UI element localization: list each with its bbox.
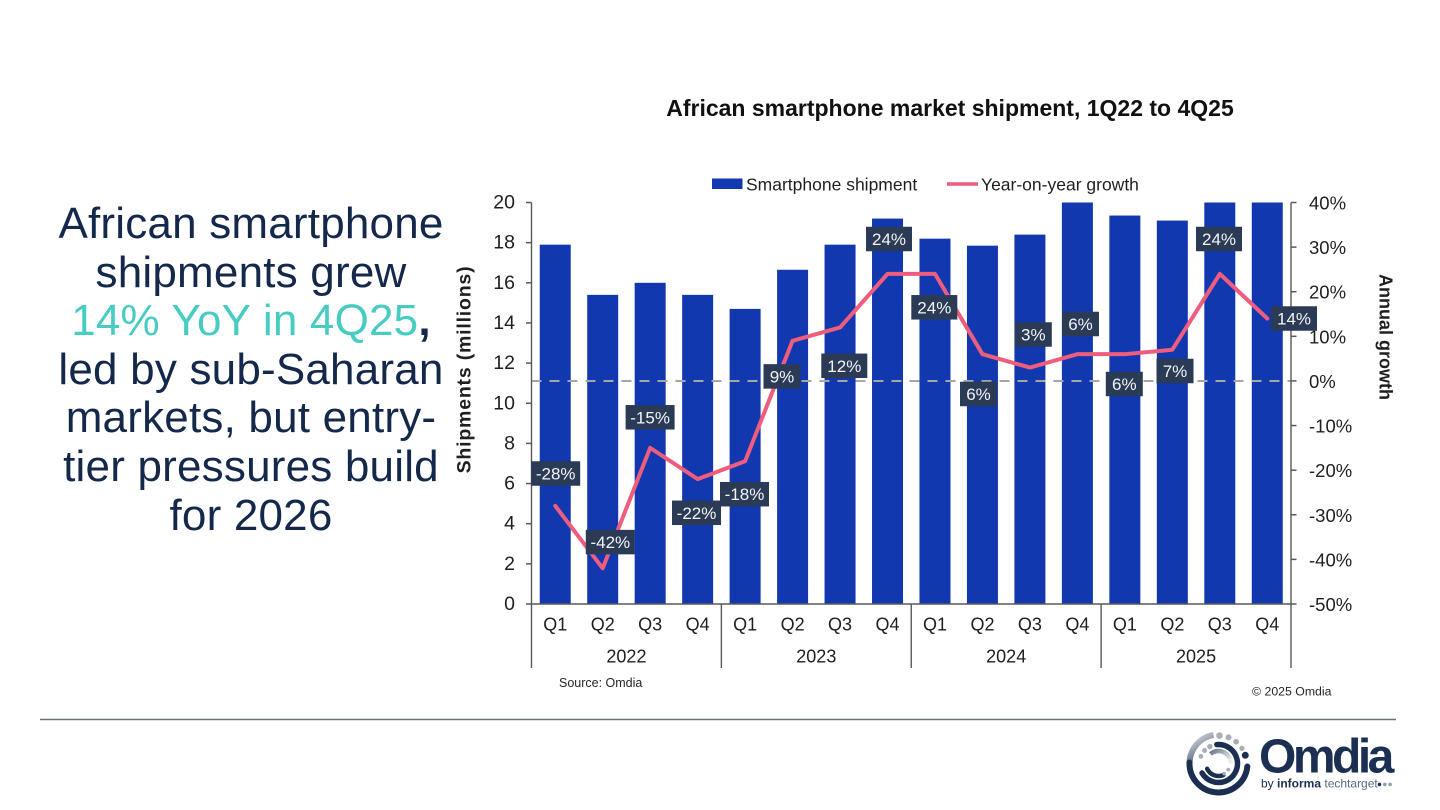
svg-text:30%: 30% xyxy=(1309,237,1346,258)
svg-text:Q2: Q2 xyxy=(591,615,615,635)
svg-text:Annual growth: Annual growth xyxy=(1376,274,1396,400)
svg-text:9%: 9% xyxy=(770,367,795,386)
svg-text:Q3: Q3 xyxy=(828,615,852,635)
svg-text:Q1: Q1 xyxy=(923,615,947,635)
svg-text:24%: 24% xyxy=(917,298,951,317)
svg-text:2024: 2024 xyxy=(986,647,1026,667)
svg-text:© 2025 Omdia: © 2025 Omdia xyxy=(1252,685,1332,699)
svg-text:20%: 20% xyxy=(1309,282,1346,303)
svg-text:12%: 12% xyxy=(827,357,861,376)
svg-text:Q4: Q4 xyxy=(1255,615,1279,635)
svg-text:Q3: Q3 xyxy=(1018,615,1042,635)
svg-text:2023: 2023 xyxy=(796,647,836,667)
svg-text:12: 12 xyxy=(493,352,515,374)
svg-text:-40%: -40% xyxy=(1309,549,1352,570)
svg-text:-10%: -10% xyxy=(1309,416,1352,437)
svg-text:Omdia: Omdia xyxy=(1259,731,1395,784)
svg-text:Q1: Q1 xyxy=(543,615,567,635)
svg-text:6%: 6% xyxy=(966,385,991,404)
svg-text:8: 8 xyxy=(504,432,515,454)
svg-text:24%: 24% xyxy=(1202,230,1236,249)
svg-text:Q2: Q2 xyxy=(970,615,994,635)
svg-text:3%: 3% xyxy=(1021,326,1046,345)
svg-text:-50%: -50% xyxy=(1309,594,1352,615)
svg-text:24%: 24% xyxy=(872,230,906,249)
svg-text:Q4: Q4 xyxy=(1065,615,1089,635)
svg-text:6%: 6% xyxy=(1112,375,1137,394)
svg-text:Q1: Q1 xyxy=(1113,615,1137,635)
svg-text:40%: 40% xyxy=(1309,193,1346,214)
svg-text:Q2: Q2 xyxy=(1160,615,1184,635)
svg-text:Source: Omdia: Source: Omdia xyxy=(559,676,642,690)
svg-text:-18%: -18% xyxy=(725,485,765,504)
svg-text:10%: 10% xyxy=(1309,326,1346,347)
svg-text:6%: 6% xyxy=(1068,315,1093,334)
svg-text:14: 14 xyxy=(493,312,515,334)
svg-text:7%: 7% xyxy=(1163,362,1188,381)
svg-text:Q2: Q2 xyxy=(781,615,805,635)
svg-text:-20%: -20% xyxy=(1309,460,1352,481)
svg-text:by informa techtarget: by informa techtarget xyxy=(1261,777,1378,791)
svg-text:Year-on-year growth: Year-on-year growth xyxy=(981,175,1139,195)
svg-text:6: 6 xyxy=(504,473,515,495)
svg-text:Q3: Q3 xyxy=(1208,615,1232,635)
svg-text:Q4: Q4 xyxy=(686,615,710,635)
svg-text:Smartphone shipment: Smartphone shipment xyxy=(746,175,917,195)
svg-text:Shipments (millions): Shipments (millions) xyxy=(454,266,476,474)
svg-text:20: 20 xyxy=(493,192,515,214)
svg-text:Q1: Q1 xyxy=(733,615,757,635)
svg-text:14%: 14% xyxy=(1277,310,1311,329)
svg-text:16: 16 xyxy=(493,272,515,294)
svg-text:-15%: -15% xyxy=(630,408,670,427)
svg-text:Q4: Q4 xyxy=(876,615,900,635)
svg-text:-42%: -42% xyxy=(590,533,630,552)
svg-text:-30%: -30% xyxy=(1309,505,1352,526)
svg-text:Q3: Q3 xyxy=(638,615,662,635)
svg-text:10: 10 xyxy=(493,392,515,414)
svg-text:-22%: -22% xyxy=(677,504,717,523)
svg-text:2025: 2025 xyxy=(1176,647,1216,667)
svg-text:2022: 2022 xyxy=(606,647,646,667)
svg-text:0%: 0% xyxy=(1309,371,1336,392)
svg-text:-28%: -28% xyxy=(536,465,576,484)
svg-text:2: 2 xyxy=(504,553,515,575)
svg-text:18: 18 xyxy=(493,232,515,254)
svg-text:4: 4 xyxy=(504,513,515,535)
svg-text:0: 0 xyxy=(504,593,515,615)
